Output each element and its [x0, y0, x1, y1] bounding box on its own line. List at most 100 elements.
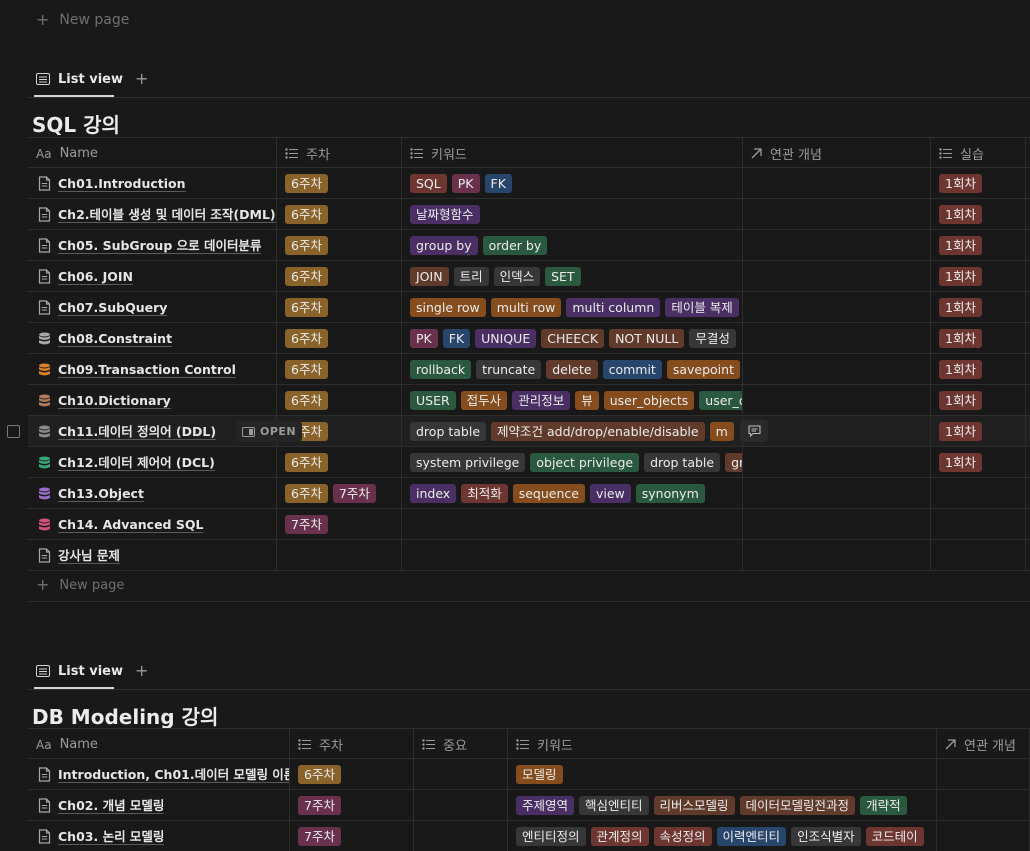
row-week-cell[interactable]: 6주차	[277, 292, 402, 323]
row-name-cell[interactable]: Ch12.데이터 제어어 (DCL)	[28, 447, 277, 478]
sql-col-name-header[interactable]: Aa Name	[28, 138, 277, 169]
row-related-cell[interactable]	[743, 416, 931, 447]
open-page-button[interactable]: OPEN	[236, 421, 303, 442]
row-week-cell[interactable]: 6주차	[277, 199, 402, 230]
row-name-cell[interactable]: Introduction, Ch01.데이터 모델링 이론	[28, 759, 290, 790]
row-keywords-cell[interactable]: index 최적화 sequence view synonym	[402, 478, 743, 509]
row-importance-cell[interactable]	[414, 790, 508, 821]
table-row[interactable]: Ch01.Introduction 6주차 SQL PK FK 1회차	[28, 168, 1030, 199]
row-name-cell[interactable]: Ch02. 개념 모델링	[28, 790, 290, 821]
row-name-cell[interactable]: Ch03. 논리 모델링	[28, 821, 290, 851]
model-list-view-tab[interactable]: List view	[36, 664, 123, 679]
model-col-week-header[interactable]: 주차	[290, 729, 414, 760]
row-keywords-cell[interactable]: 엔티티정의 관계정의 속성정의 이력엔티티 인조식별자 코드테이	[508, 821, 937, 851]
row-keywords-cell[interactable]: drop table 제약조건 add/drop/enable/disable m	[402, 416, 743, 447]
row-keywords-cell[interactable]: system privilege object privilege drop tab…	[402, 447, 743, 478]
row-practice-cell[interactable]: 1회차	[931, 416, 1026, 447]
row-practice-cell[interactable]: 1회차	[931, 385, 1026, 416]
row-name-cell[interactable]: Ch13.Object	[28, 478, 277, 509]
row-related-cell[interactable]	[743, 199, 931, 230]
top-new-page-button[interactable]: + New page	[36, 9, 129, 31]
row-related-cell[interactable]	[743, 261, 931, 292]
row-title[interactable]: Ch09.Transaction Control	[58, 361, 236, 378]
row-title[interactable]: Ch13.Object	[58, 485, 144, 502]
row-related-cell[interactable]	[743, 540, 931, 571]
row-name-cell[interactable]: 강사님 문제	[28, 540, 277, 571]
sql-add-view-button[interactable]: +	[134, 69, 149, 88]
row-keywords-cell[interactable]: USER 접두사 관리정보 뷰 user_objects user_c	[402, 385, 743, 416]
row-name-cell[interactable]: Ch09.Transaction Control	[28, 354, 277, 385]
row-week-cell[interactable]: 6주차	[277, 168, 402, 199]
row-keywords-cell[interactable]: group by order by	[402, 230, 743, 261]
row-related-cell[interactable]	[743, 447, 931, 478]
row-importance-cell[interactable]	[414, 821, 508, 851]
row-related-cell[interactable]	[743, 230, 931, 261]
row-week-cell[interactable]	[277, 540, 402, 571]
sql-col-practice-header[interactable]: 실습	[931, 138, 1026, 169]
row-practice-cell[interactable]: 1회차	[931, 199, 1026, 230]
row-title[interactable]: Ch05. SubGroup 으로 데이터분류	[58, 237, 262, 254]
row-week-cell[interactable]: 6주차	[277, 354, 402, 385]
table-row[interactable]: Introduction, Ch01.데이터 모델링 이론 6주차 모델링	[28, 759, 1030, 790]
row-keywords-cell[interactable]: single row multi row multi column 테이블 복제	[402, 292, 743, 323]
row-practice-cell[interactable]: 1회차	[931, 292, 1026, 323]
row-keywords-cell[interactable]: PK FK UNIQUE CHEECK NOT NULL 무결성	[402, 323, 743, 354]
row-related-cell[interactable]	[743, 354, 931, 385]
row-practice-cell[interactable]: 1회차	[931, 230, 1026, 261]
row-name-cell[interactable]: Ch01.Introduction	[28, 168, 277, 199]
row-practice-cell[interactable]: 1회차	[931, 447, 1026, 478]
row-title[interactable]: Ch07.SubQuery	[58, 299, 168, 316]
row-related-cell[interactable]	[743, 292, 931, 323]
row-practice-cell[interactable]: 1회차	[931, 354, 1026, 385]
table-row[interactable]: Ch13.Object 6주차 7주차 index 최적화 sequence view syn…	[28, 478, 1030, 509]
sql-list-view-tab[interactable]: List view	[36, 72, 123, 87]
table-row[interactable]: 강사님 문제	[28, 540, 1030, 571]
row-keywords-cell[interactable]: JOIN 트리 인덱스 SET	[402, 261, 743, 292]
table-row[interactable]: Ch14. Advanced SQL 7주차	[28, 509, 1030, 540]
sql-col-related-header[interactable]: 연관 개념	[743, 138, 931, 169]
row-select-checkbox[interactable]	[7, 425, 20, 438]
row-week-cell[interactable]: 6주차 7주차	[277, 478, 402, 509]
row-related-cell[interactable]	[743, 323, 931, 354]
row-title[interactable]: Introduction, Ch01.데이터 모델링 이론	[58, 767, 289, 783]
table-row[interactable]: Ch11.데이터 정의어 (DDL) 6주차 drop table 제약조건 add/…	[28, 416, 1030, 447]
table-row[interactable]: Ch2.테이블 생성 및 데이터 조작(DML) C 6주차 날짜형함수 1회차	[28, 199, 1030, 230]
sql-new-row-button[interactable]: + New page	[36, 575, 124, 595]
row-practice-cell[interactable]	[931, 478, 1026, 509]
row-keywords-cell[interactable]: 날짜형함수	[402, 199, 743, 230]
row-title[interactable]: Ch11.데이터 정의어 (DDL)	[58, 423, 217, 440]
row-week-cell[interactable]: 7주차	[277, 509, 402, 540]
row-keywords-cell[interactable]: 주제영역 핵심엔티티 리버스모델링 데이터모델링전과정 개략적	[508, 790, 937, 821]
row-name-cell[interactable]: Ch06. JOIN	[28, 261, 277, 292]
row-practice-cell[interactable]: 1회차	[931, 323, 1026, 354]
model-col-name-header[interactable]: Aa Name	[28, 729, 290, 760]
row-keywords-cell[interactable]: SQL PK FK	[402, 168, 743, 199]
row-practice-cell[interactable]	[931, 509, 1026, 540]
row-title[interactable]: Ch06. JOIN	[58, 268, 133, 285]
table-row[interactable]: Ch06. JOIN 6주차 JOIN 트리 인덱스 SET 1회차	[28, 261, 1030, 292]
row-name-cell[interactable]: Ch10.Dictionary	[28, 385, 277, 416]
row-related-cell[interactable]	[937, 790, 1030, 821]
row-name-cell[interactable]: Ch08.Constraint	[28, 323, 277, 354]
model-col-keywords-header[interactable]: 키워드	[508, 729, 937, 760]
table-row[interactable]: Ch12.데이터 제어어 (DCL) 6주차 system privilege obj…	[28, 447, 1030, 478]
row-title[interactable]: Ch10.Dictionary	[58, 392, 171, 409]
row-week-cell[interactable]: 6주차	[277, 230, 402, 261]
table-row[interactable]: Ch03. 논리 모델링 7주차 엔티티정의 관계정의 속성정의 이력엔티티 인조식별자 코드…	[28, 821, 1030, 851]
row-name-cell[interactable]: Ch2.테이블 생성 및 데이터 조작(DML) C	[28, 199, 277, 230]
row-keywords-cell[interactable]: rollback truncate delete commit savepoint	[402, 354, 743, 385]
row-week-cell[interactable]: 6주차	[277, 385, 402, 416]
row-keywords-cell[interactable]: 모델링	[508, 759, 937, 790]
row-importance-cell[interactable]	[414, 759, 508, 790]
row-name-cell[interactable]: Ch14. Advanced SQL	[28, 509, 277, 540]
row-week-cell[interactable]: 6주차	[277, 447, 402, 478]
row-keywords-cell[interactable]	[402, 509, 743, 540]
row-week-cell[interactable]: 6주차	[277, 323, 402, 354]
row-week-cell[interactable]: 7주차	[290, 821, 414, 851]
row-title[interactable]: Ch08.Constraint	[58, 330, 173, 347]
row-title[interactable]: Ch02. 개념 모델링	[58, 797, 165, 814]
row-practice-cell[interactable]	[931, 540, 1026, 571]
model-col-importance-header[interactable]: 중요	[414, 729, 508, 760]
model-add-view-button[interactable]: +	[134, 661, 149, 680]
row-related-cell[interactable]	[937, 821, 1030, 851]
